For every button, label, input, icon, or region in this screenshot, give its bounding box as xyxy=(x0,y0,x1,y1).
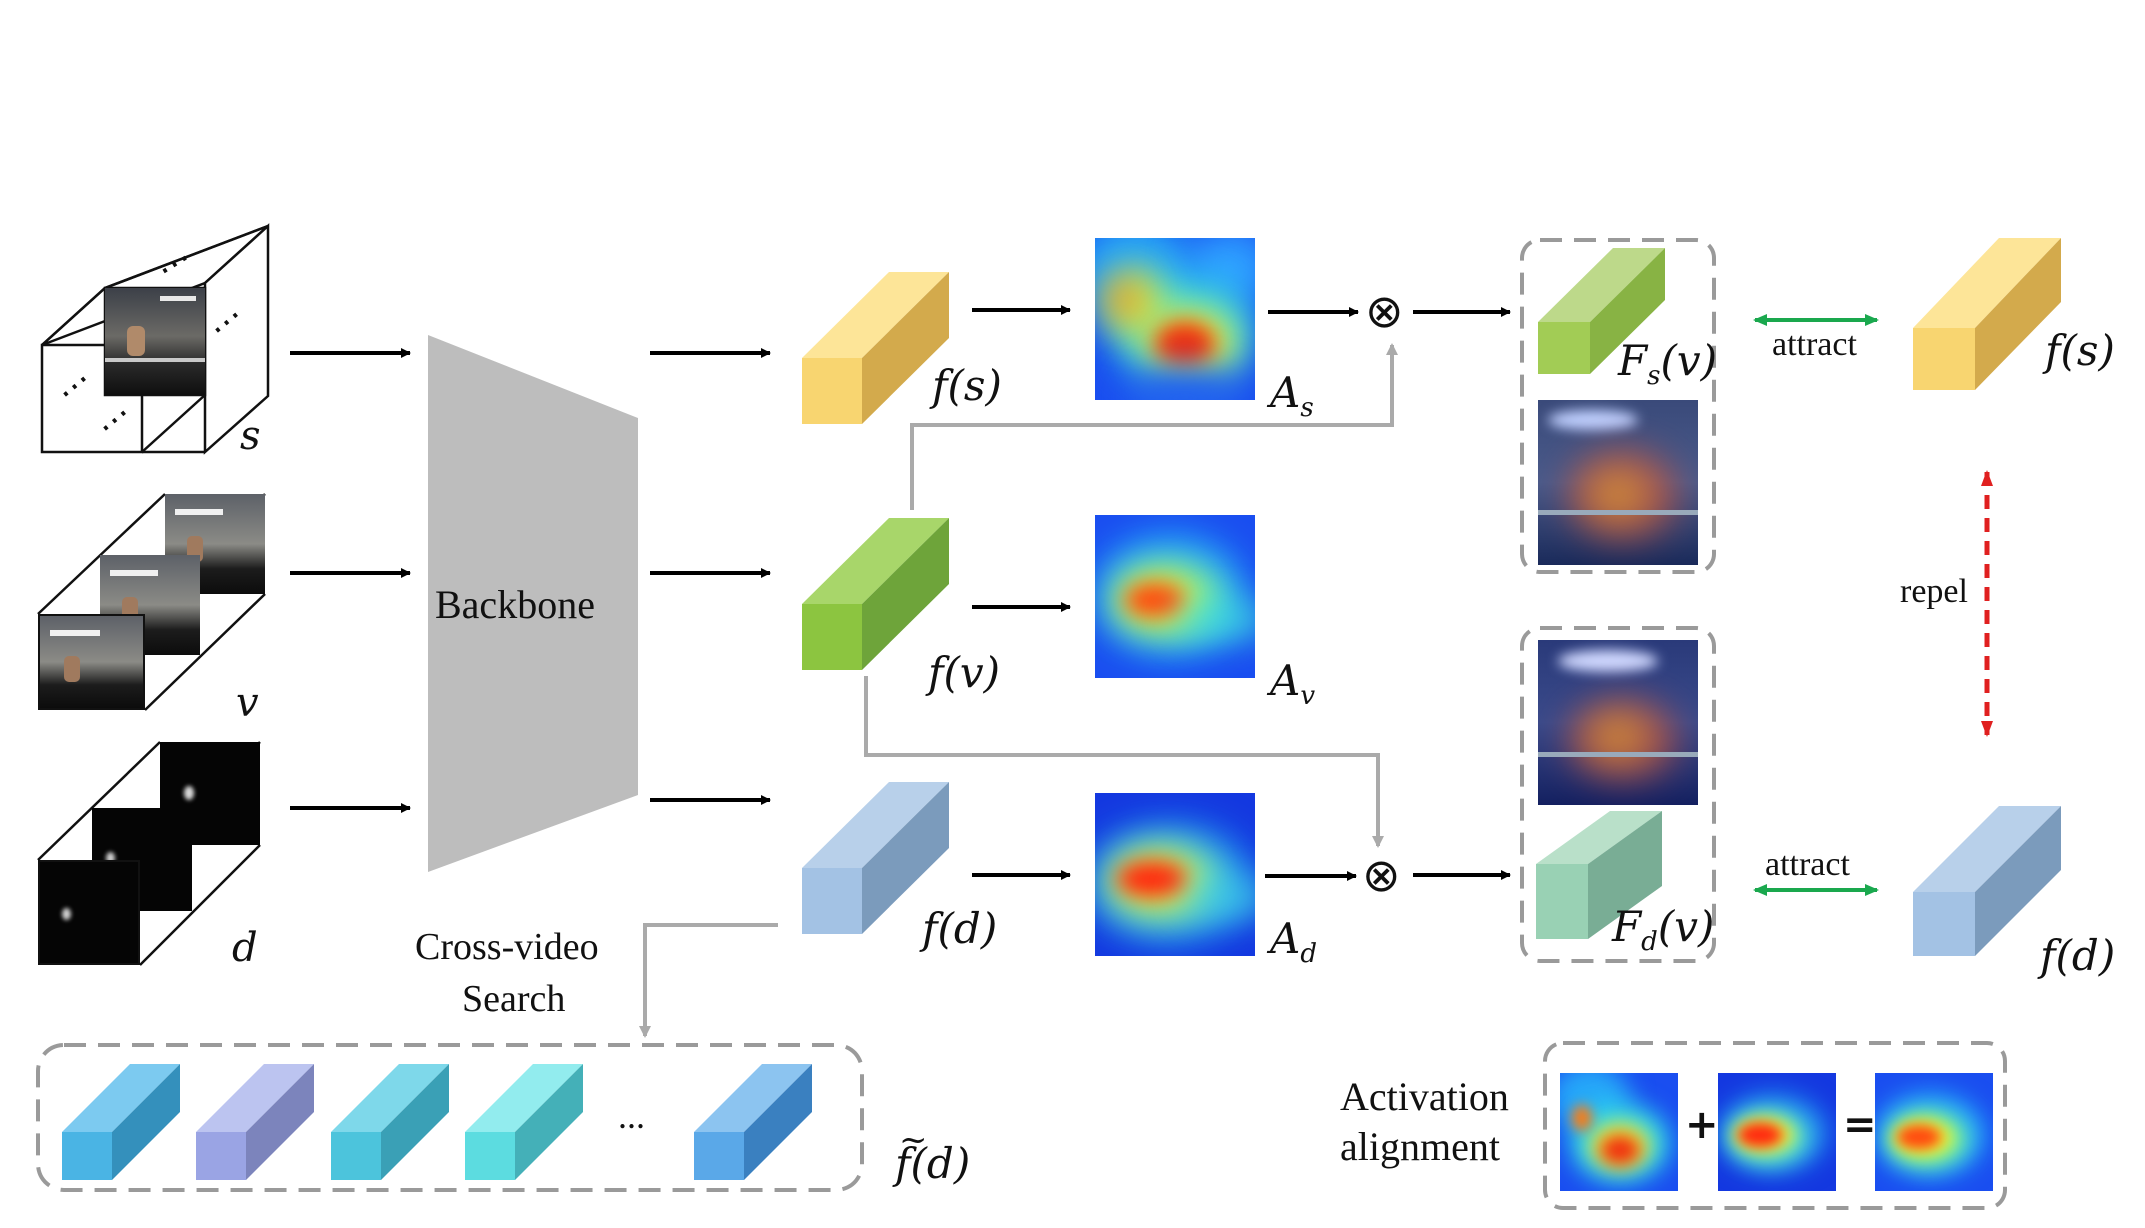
fused-Fs-main: F xyxy=(1618,336,1648,385)
activation-Ad-main: A xyxy=(1270,914,1301,963)
bank-label-text: f(d) xyxy=(895,1139,971,1188)
cam-image-Fs xyxy=(1538,400,1698,565)
bank-cuboid-4 xyxy=(465,1064,583,1180)
heatmap-As xyxy=(1095,238,1255,400)
input-v-label: v xyxy=(236,680,259,726)
fused-Fs-cuboid xyxy=(1538,248,1665,374)
bank-ellipsis: ... xyxy=(618,1096,645,1136)
input-d-frame-front xyxy=(38,860,140,965)
target-fd-cuboid xyxy=(1913,806,2061,956)
repel-label: repel xyxy=(1900,573,1968,610)
activation-As-label: As xyxy=(1270,372,1314,424)
alignment-line2: alignment xyxy=(1340,1124,1500,1169)
fv-connectors xyxy=(864,343,1398,848)
activation-As-main: A xyxy=(1270,368,1301,417)
input-s-frame xyxy=(105,288,205,395)
feature-fd-label: f(d) xyxy=(922,904,998,953)
bank-cuboid-2 xyxy=(196,1064,314,1180)
bank-cuboid-1 xyxy=(62,1064,180,1180)
alignment-heatmap-1 xyxy=(1560,1073,1678,1191)
attract-bottom-label: attract xyxy=(1765,846,1850,883)
fused-Fs-sub: s xyxy=(1647,361,1661,392)
fused-Fs-arg: (v) xyxy=(1660,336,1718,385)
target-fs-label: f(s) xyxy=(2045,326,2115,375)
input-arrows xyxy=(290,348,411,813)
feature-fs-cuboid xyxy=(802,272,949,424)
cross-video-search-line2: Search xyxy=(462,978,566,1020)
feature-fd-cuboid xyxy=(802,782,949,934)
alignment-heatmap-3 xyxy=(1875,1073,1993,1191)
alignment-box xyxy=(1543,1041,2007,1210)
bank-cuboid-3 xyxy=(331,1064,449,1180)
feature-bank-cuboids xyxy=(62,1064,812,1180)
fused-Fd-main: F xyxy=(1612,902,1642,951)
cross-video-search-line1: Cross-video xyxy=(415,926,599,968)
fused-Fd-sub: d xyxy=(1641,927,1658,958)
attract-top-label: attract xyxy=(1772,326,1857,363)
feature-fs-label: f(s) xyxy=(932,361,1002,410)
activation-Ad-label: Ad xyxy=(1270,918,1318,970)
fused-d-box xyxy=(1520,626,1716,963)
activation-Av-sub: v xyxy=(1300,681,1316,712)
backbone-output-arrows xyxy=(650,348,771,805)
multiply-op-bottom: ⊗ xyxy=(1362,848,1401,902)
feature-fv-cuboid xyxy=(802,518,949,670)
multiply-op-top: ⊗ xyxy=(1365,284,1404,338)
fused-Fd-cuboid xyxy=(1536,811,1662,939)
backbone-label: Backbone xyxy=(435,582,595,627)
input-d-label: d xyxy=(232,925,258,971)
backbone-block xyxy=(428,335,638,872)
activation-Ad-sub: d xyxy=(1300,939,1318,970)
cam-image-Fd xyxy=(1538,640,1698,805)
target-fd-label: f(d) xyxy=(2040,931,2116,980)
fused-s-box xyxy=(1520,238,1716,574)
heatmap-Ad xyxy=(1095,793,1255,956)
attract-arrows xyxy=(1753,314,1879,896)
feature-heatmap-arrows xyxy=(972,305,1071,880)
alignment-plus: + xyxy=(1685,1102,1719,1148)
feature-fv-label: f(v) xyxy=(928,648,1001,697)
fused-Fd-arg: (v) xyxy=(1657,902,1715,951)
bank-cuboid-5 xyxy=(694,1064,812,1180)
activation-Av-label: Av xyxy=(1270,660,1316,712)
activation-Av-main: A xyxy=(1270,656,1301,705)
heatmap-Av xyxy=(1095,515,1255,678)
bank-label-tilde: ~ xyxy=(899,1120,928,1160)
dashed-boxes xyxy=(36,238,2007,1210)
cross-video-search-arrow xyxy=(639,923,778,1038)
alignment-equals: = xyxy=(1843,1102,1877,1148)
input-v-frame-front xyxy=(38,614,145,710)
input-s-label: s xyxy=(240,413,261,459)
alignment-heatmap-2 xyxy=(1718,1073,1836,1191)
fused-Fd-label: Fd(v) xyxy=(1612,906,1714,958)
alignment-line1: Activation xyxy=(1340,1074,1509,1119)
target-fs-cuboid xyxy=(1913,238,2061,390)
bank-label: ~ f(d) xyxy=(895,1123,970,1185)
fused-Fs-label: Fs(v) xyxy=(1618,340,1717,392)
feature-bank-box xyxy=(36,1043,864,1192)
activation-As-sub: s xyxy=(1300,393,1314,424)
heatmap-multiply-arrows xyxy=(1265,307,1359,881)
multiply-fused-arrows xyxy=(1413,307,1511,880)
